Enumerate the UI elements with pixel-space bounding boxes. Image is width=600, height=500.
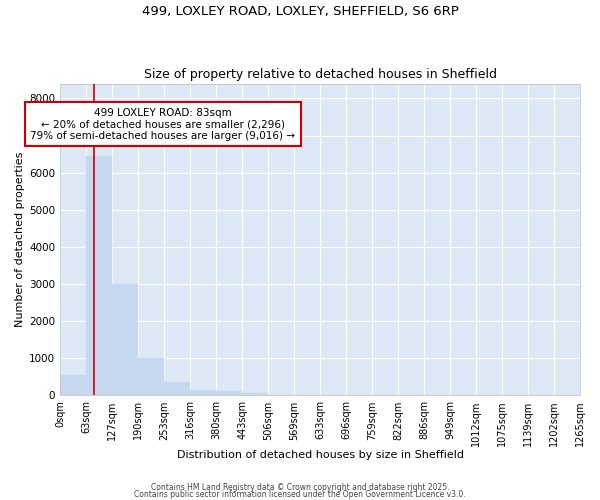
- Y-axis label: Number of detached properties: Number of detached properties: [15, 152, 25, 327]
- Bar: [164, 382, 190, 396]
- X-axis label: Distribution of detached houses by size in Sheffield: Distribution of detached houses by size …: [176, 450, 464, 460]
- Text: Contains HM Land Registry data © Crown copyright and database right 2025.: Contains HM Land Registry data © Crown c…: [151, 484, 449, 492]
- Bar: [60, 375, 86, 396]
- Bar: [190, 390, 217, 396]
- Text: Contains public sector information licensed under the Open Government Licence v3: Contains public sector information licen…: [134, 490, 466, 499]
- Bar: [86, 156, 112, 396]
- Bar: [138, 358, 164, 396]
- Title: Size of property relative to detached houses in Sheffield: Size of property relative to detached ho…: [143, 68, 497, 81]
- Bar: [112, 284, 138, 396]
- Bar: [242, 392, 268, 396]
- Bar: [217, 392, 242, 396]
- Text: 499 LOXLEY ROAD: 83sqm
← 20% of detached houses are smaller (2,296)
79% of semi-: 499 LOXLEY ROAD: 83sqm ← 20% of detached…: [31, 108, 295, 141]
- Text: 499, LOXLEY ROAD, LOXLEY, SHEFFIELD, S6 6RP: 499, LOXLEY ROAD, LOXLEY, SHEFFIELD, S6 …: [142, 5, 458, 18]
